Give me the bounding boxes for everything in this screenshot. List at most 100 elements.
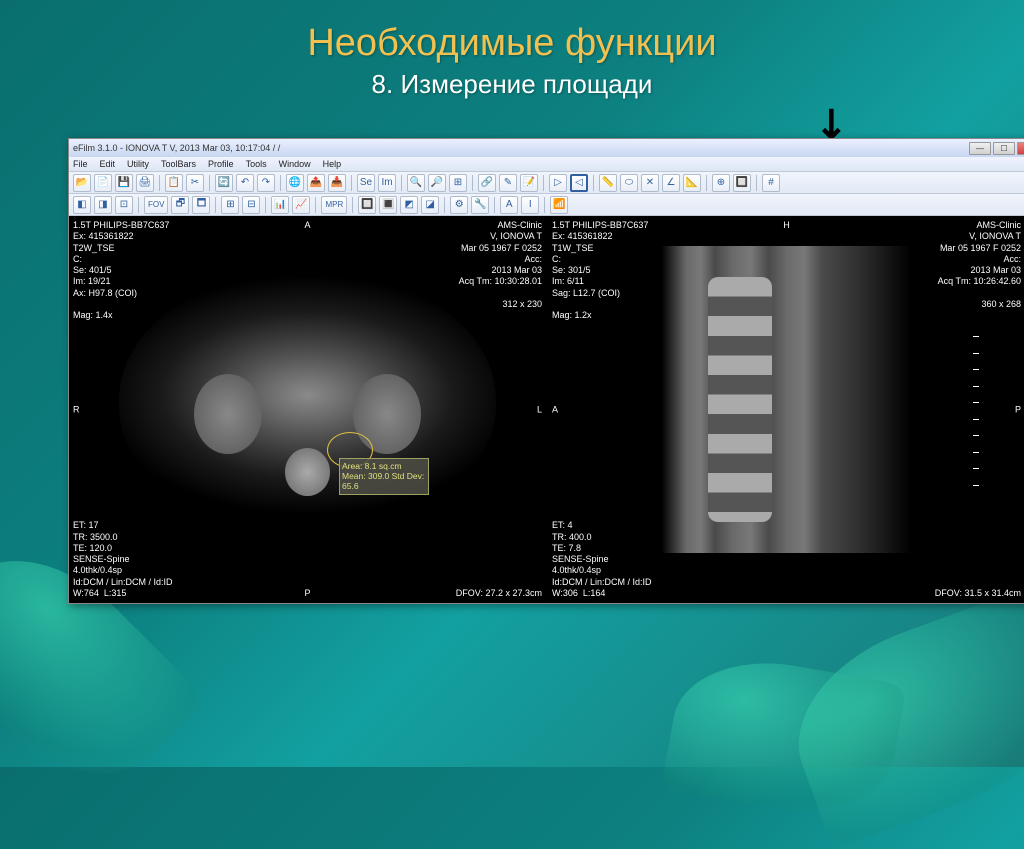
toolbar-button[interactable]: Se xyxy=(357,174,375,192)
toolbar-separator xyxy=(593,175,594,191)
toolbar-button[interactable]: I xyxy=(521,196,539,214)
toolbar-button[interactable]: ⚙ xyxy=(450,196,468,214)
toolbar-separator xyxy=(444,197,445,213)
toolbar-button[interactable]: A xyxy=(500,196,518,214)
toolbar-button[interactable]: ⊡ xyxy=(115,196,133,214)
toolbar-button[interactable]: 🌐 xyxy=(286,174,304,192)
toolbar-button[interactable]: ✕ xyxy=(641,174,659,192)
toolbar-separator xyxy=(351,175,352,191)
toolbar-button[interactable]: 🗗 xyxy=(171,196,189,214)
toolbar-button[interactable]: 📐 xyxy=(683,174,701,192)
overlay-left-center: A xyxy=(552,404,558,415)
overlay-right-center: L xyxy=(537,404,542,415)
toolbar-button[interactable]: 🔧 xyxy=(471,196,489,214)
mri-image-sagittal xyxy=(608,246,965,553)
toolbar-button[interactable]: ⊞ xyxy=(221,196,239,214)
toolbar-button[interactable]: 📋 xyxy=(165,174,183,192)
toolbar-button[interactable]: 📄 xyxy=(94,174,112,192)
window-buttons: — ☐ ✕ xyxy=(969,142,1024,155)
toolbar-separator xyxy=(352,197,353,213)
mri-image-axial xyxy=(119,268,496,533)
toolbar-button[interactable]: 🖨 xyxy=(136,174,154,192)
overlay-left-center: R xyxy=(73,404,80,415)
image-viewer: 1.5T PHILIPS-BB7C637 Ex: 415361822 T2W_T… xyxy=(69,216,1024,603)
toolbar-button[interactable]: 🔍 xyxy=(407,174,425,192)
toolbar-button[interactable]: ✂ xyxy=(186,174,204,192)
toolbar-separator xyxy=(215,197,216,213)
slide-subtitle: 8. Измерение площади xyxy=(0,69,1024,100)
overlay-bottom-right: DFOV: 31.5 x 31.4cm xyxy=(935,588,1021,599)
toolbar-row-2: ◧◨⊡ FOV🗗🗖 ⊞⊟ 📊📈 MPR 🔲🔳◩◪ ⚙🔧 AI 📶 xyxy=(69,194,1024,216)
toolbar-button[interactable]: ⊟ xyxy=(242,196,260,214)
overlay-right-center: P xyxy=(1015,404,1021,415)
toolbar-button[interactable]: # xyxy=(762,174,780,192)
menu-profile[interactable]: Profile xyxy=(208,159,234,169)
overlay-top-center: A xyxy=(304,220,310,231)
toolbar-button[interactable]: ↶ xyxy=(236,174,254,192)
menu-utility[interactable]: Utility xyxy=(127,159,149,169)
overlay-top-left: 1.5T PHILIPS-BB7C637 Ex: 415361822 T2W_T… xyxy=(73,220,169,321)
toolbar-button[interactable]: ⬭ xyxy=(620,174,638,192)
toolbar-separator xyxy=(265,197,266,213)
toolbar-button[interactable]: ▷ xyxy=(549,174,567,192)
toolbar-button[interactable]: 📤 xyxy=(307,174,325,192)
toolbar-button[interactable]: 🔗 xyxy=(478,174,496,192)
toolbar-button[interactable]: ◩ xyxy=(400,196,418,214)
menu-window[interactable]: Window xyxy=(279,159,311,169)
toolbar-row-1: 📂📄💾🖨 📋✂ 🔄↶↷ 🌐📤📥 SeIm 🔍🔎⊞ 🔗✎📝 ▷◁ 📏⬭✕∠📐 ⊕🔲 # xyxy=(69,172,1024,194)
toolbar-button[interactable]: ↷ xyxy=(257,174,275,192)
close-button[interactable]: ✕ xyxy=(1017,142,1024,155)
overlay-top-center: H xyxy=(783,220,790,231)
toolbar-button[interactable]: ⊕ xyxy=(712,174,730,192)
toolbar-button[interactable]: 📂 xyxy=(73,174,91,192)
toolbar-button[interactable]: 💾 xyxy=(115,174,133,192)
slide-title: Необходимые функции xyxy=(0,0,1024,65)
toolbar-button[interactable]: 🔲 xyxy=(358,196,376,214)
toolbar-button[interactable]: 🗖 xyxy=(192,196,210,214)
menu-tools[interactable]: Tools xyxy=(246,159,267,169)
overlay-bottom-left: ET: 17 TR: 3500.0 TE: 120.0 SENSE-Spine … xyxy=(73,520,173,599)
toolbar-button[interactable]: 📈 xyxy=(292,196,310,214)
toolbar-button[interactable]: 📥 xyxy=(328,174,346,192)
depth-ruler xyxy=(973,336,979,486)
maximize-button[interactable]: ☐ xyxy=(993,142,1015,155)
overlay-bottom-right: DFOV: 27.2 x 27.3cm xyxy=(456,588,542,599)
toolbar-button[interactable]: 📝 xyxy=(520,174,538,192)
window-titlebar: eFilm 3.1.0 - IONOVA T V, 2013 Mar 03, 1… xyxy=(69,139,1024,157)
measurement-box[interactable]: Area: 8.1 sq.cm Mean: 309.0 Std Dev: 65.… xyxy=(339,458,429,495)
toolbar-button[interactable]: 🔲 xyxy=(733,174,751,192)
overlay-top-right: AMS-Clinic V, IONOVA T Mar 05 1967 F 025… xyxy=(938,220,1021,310)
toolbar-separator xyxy=(756,175,757,191)
menu-toolbars[interactable]: ToolBars xyxy=(161,159,196,169)
sagittal-panel[interactable]: 1.5T PHILIPS-BB7C637 Ex: 415361822 T1W_T… xyxy=(548,216,1024,603)
toolbar-button[interactable]: ◪ xyxy=(421,196,439,214)
toolbar-button[interactable]: 📊 xyxy=(271,196,289,214)
toolbar-button[interactable]: 📶 xyxy=(550,196,568,214)
toolbar-button[interactable]: 🔳 xyxy=(379,196,397,214)
anatomy-detail xyxy=(194,374,262,454)
overlay-bottom-left: ET: 4 TR: 400.0 TE: 7.8 SENSE-Spine 4.0t… xyxy=(552,520,652,599)
menu-file[interactable]: File xyxy=(73,159,88,169)
toolbar-separator xyxy=(544,197,545,213)
toolbar-button[interactable]: ⊞ xyxy=(449,174,467,192)
minimize-button[interactable]: — xyxy=(969,142,991,155)
toolbar-button[interactable]: Im xyxy=(378,174,396,192)
toolbar-button[interactable]: 📏 xyxy=(599,174,617,192)
toolbar-button[interactable]: FOV xyxy=(144,196,168,214)
toolbar-separator xyxy=(472,175,473,191)
toolbar-button[interactable]: 🔎 xyxy=(428,174,446,192)
toolbar-button[interactable]: ∠ xyxy=(662,174,680,192)
toolbar-button[interactable]: ◨ xyxy=(94,196,112,214)
toolbar-button[interactable]: ◁ xyxy=(570,174,588,192)
overlay-top-right: AMS-Clinic V, IONOVA T Mar 05 1967 F 025… xyxy=(459,220,542,310)
toolbar-separator xyxy=(706,175,707,191)
toolbar-button[interactable]: MPR xyxy=(321,196,347,214)
anatomy-detail xyxy=(285,448,330,496)
toolbar-button[interactable]: ◧ xyxy=(73,196,91,214)
menu-help[interactable]: Help xyxy=(323,159,342,169)
bg-leaf xyxy=(772,585,1024,849)
toolbar-button[interactable]: 🔄 xyxy=(215,174,233,192)
axial-panel[interactable]: 1.5T PHILIPS-BB7C637 Ex: 415361822 T2W_T… xyxy=(69,216,546,603)
toolbar-button[interactable]: ✎ xyxy=(499,174,517,192)
menu-edit[interactable]: Edit xyxy=(100,159,116,169)
